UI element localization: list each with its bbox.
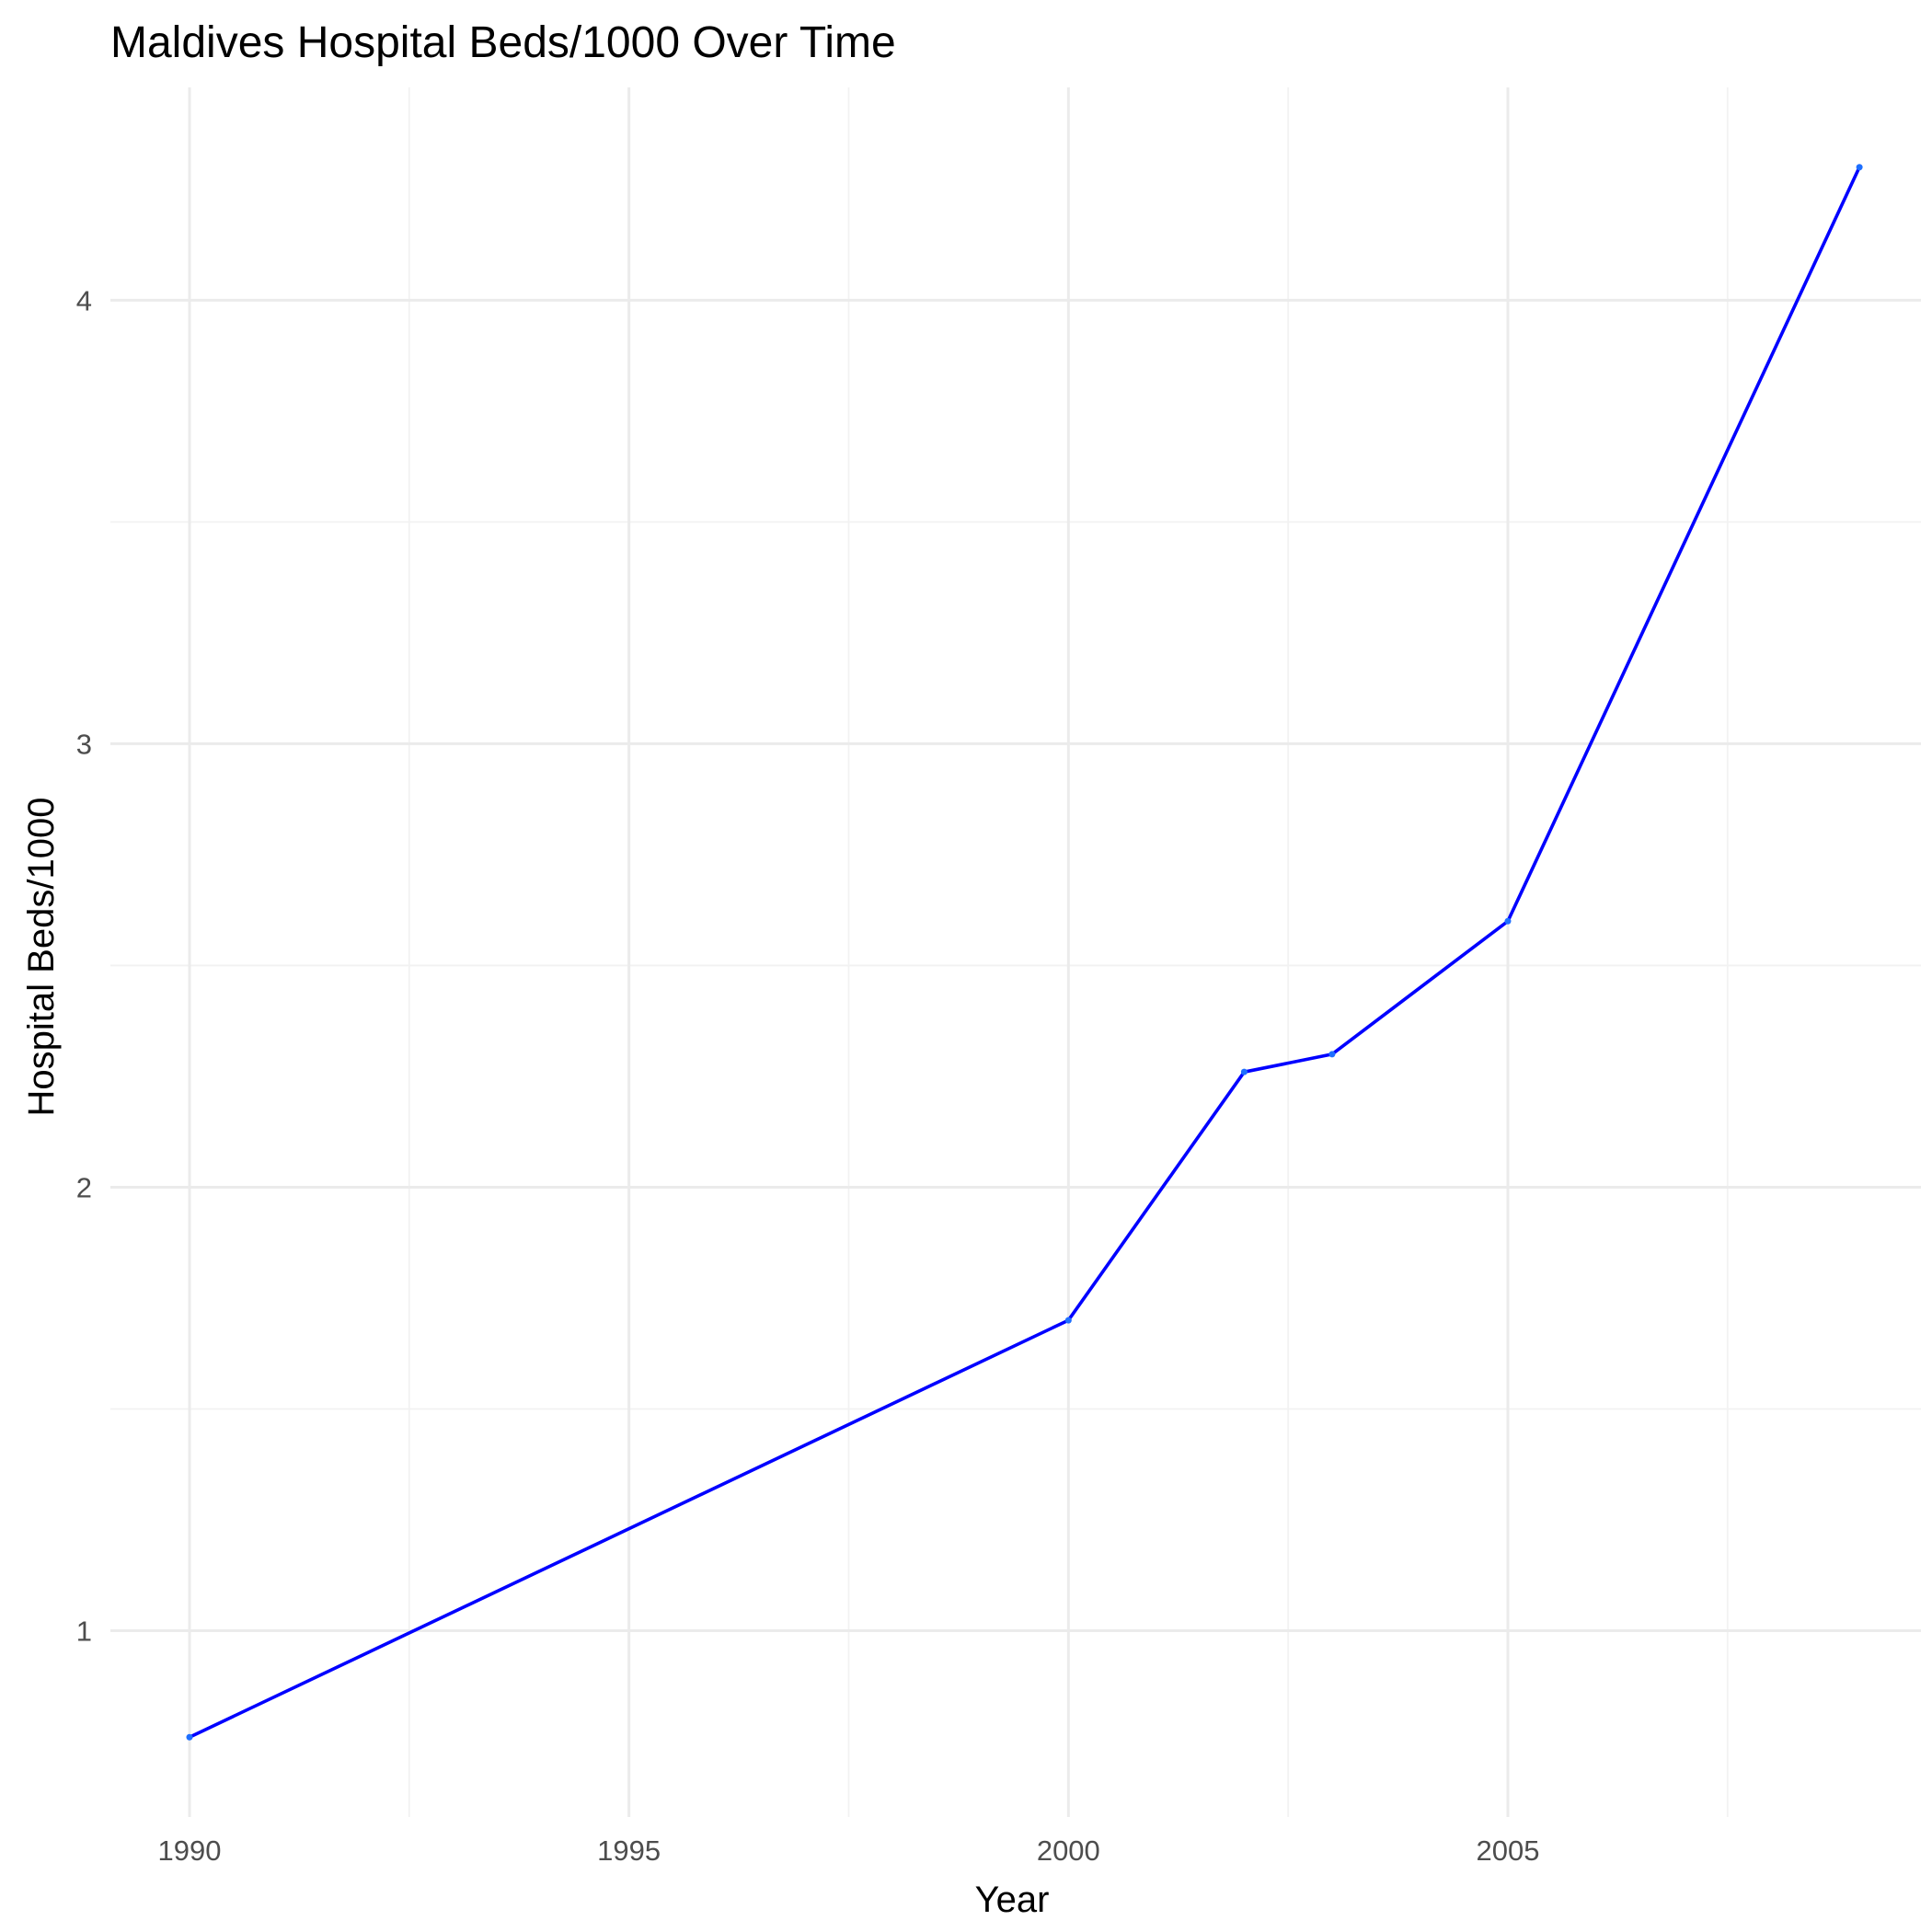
y-tick-label: 4 xyxy=(76,284,92,316)
data-point xyxy=(1240,1068,1248,1075)
x-tick-label: 2005 xyxy=(1477,1834,1540,1867)
data-point xyxy=(1856,164,1863,171)
data-point xyxy=(1064,1317,1072,1324)
data-point xyxy=(186,1733,193,1741)
y-tick-label: 3 xyxy=(76,728,92,760)
y-tick-label: 2 xyxy=(76,1171,92,1203)
series-line xyxy=(188,166,1861,1739)
tick-label-layer: 1990 1995 2000 2005 1 2 3 4 xyxy=(76,284,1540,1867)
y-axis-title: Hospital Beds/1000 xyxy=(21,798,62,1117)
x-tick-label: 1990 xyxy=(157,1834,221,1867)
x-axis-title: Year xyxy=(975,1880,1050,1920)
grid-layer xyxy=(110,87,1921,1817)
x-tick-label: 1995 xyxy=(597,1834,661,1867)
data-point xyxy=(1504,917,1512,925)
y-tick-label: 1 xyxy=(76,1616,92,1648)
data-point xyxy=(1328,1051,1336,1058)
chart-title: Maldives Hospital Beds/1000 Over Time xyxy=(110,18,896,67)
series-layer xyxy=(186,164,1863,1741)
x-tick-label: 2000 xyxy=(1037,1834,1100,1867)
